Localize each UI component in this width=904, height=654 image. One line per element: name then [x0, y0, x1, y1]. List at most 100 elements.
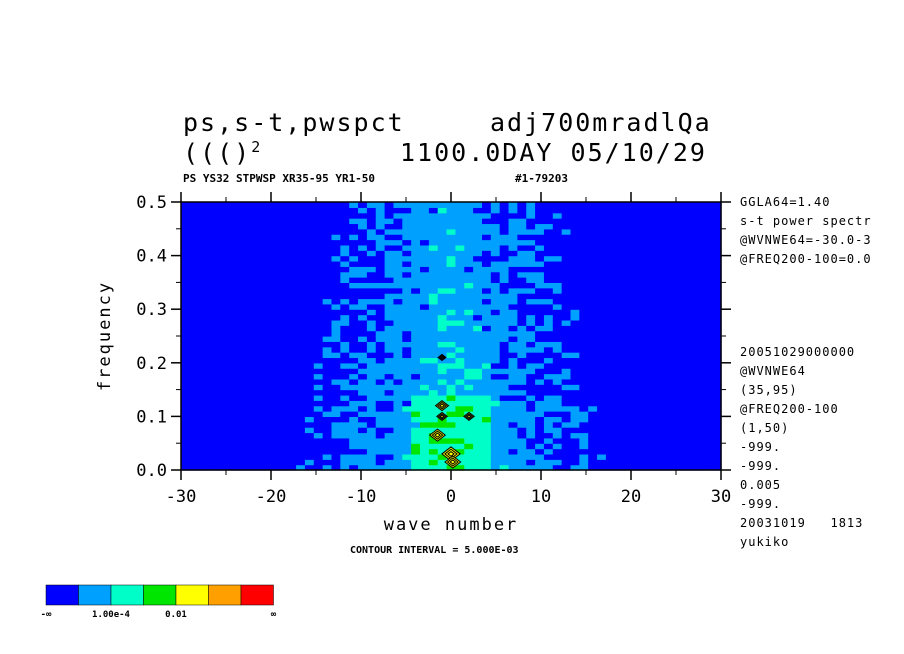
heatmap-cell: [703, 346, 713, 353]
heatmap-cell: [411, 282, 421, 289]
heatmap-cell: [641, 228, 651, 235]
heatmap-cell: [287, 239, 297, 246]
heatmap-cell: [685, 234, 696, 241]
heatmap-cell: [481, 250, 492, 257]
heatmap-cell: [481, 459, 492, 466]
heatmap-cell: [234, 314, 244, 321]
heatmap-cell: [446, 260, 457, 267]
heatmap-cell: [632, 260, 642, 267]
heatmap-cell: [366, 303, 377, 310]
heatmap-cell: [543, 373, 554, 380]
heatmap-cell: [517, 223, 527, 230]
heatmap-cell: [420, 266, 430, 273]
heatmap-cell: [632, 207, 642, 214]
heatmap-cell: [260, 202, 271, 208]
heatmap-cell: [287, 244, 297, 251]
heatmap-cell: [694, 346, 704, 353]
heatmap-cell: [552, 368, 563, 375]
heatmap-cell: [712, 207, 722, 214]
heatmap-cell: [526, 336, 536, 342]
heatmap-cell: [198, 464, 209, 471]
heatmap-cell: [260, 319, 271, 326]
heatmap-cell: [296, 202, 306, 208]
heatmap-cell: [349, 218, 359, 225]
heatmap-cell: [260, 416, 271, 423]
heatmap-cell: [455, 330, 465, 337]
heatmap-cell: [278, 260, 288, 267]
heatmap-cell: [508, 421, 518, 428]
heatmap-cell: [340, 244, 350, 251]
heatmap-cell: [313, 448, 324, 455]
heatmap-cell: [703, 453, 713, 460]
heatmap-cell: [464, 303, 474, 310]
heatmap-cell: [508, 330, 518, 337]
heatmap-cell: [189, 218, 200, 225]
heatmap-cell: [437, 298, 448, 305]
heatmap-cell: [481, 394, 492, 401]
heatmap-cell: [322, 459, 333, 466]
heatmap-cell: [561, 234, 572, 241]
heatmap-cell: [296, 309, 306, 316]
heatmap-cell: [623, 218, 634, 225]
heatmap-cell: [641, 421, 651, 428]
heatmap-cell: [508, 400, 518, 407]
heatmap-cell: [490, 266, 501, 273]
heatmap-cells: [181, 202, 722, 471]
heatmap-cell: [588, 260, 598, 267]
heatmap-cell: [296, 239, 306, 246]
heatmap-cell: [269, 260, 279, 267]
heatmap-cell: [464, 394, 474, 401]
heatmap-cell: [552, 255, 563, 262]
heatmap-cell: [225, 255, 235, 262]
heatmap-cell: [216, 271, 226, 278]
heatmap-cell: [420, 437, 430, 444]
heatmap-cell: [481, 218, 492, 225]
heatmap-cell: [632, 352, 642, 359]
heatmap-cell: [287, 309, 297, 316]
heatmap-cell: [588, 378, 598, 385]
heatmap-cell: [694, 368, 704, 375]
heatmap-cell: [242, 464, 253, 471]
heatmap-cell: [446, 298, 457, 305]
heatmap-cell: [605, 432, 616, 439]
heatmap-cell: [411, 277, 421, 283]
heatmap-cell: [694, 314, 704, 321]
heatmap-cell: [517, 212, 527, 219]
heatmap-cell: [393, 319, 403, 326]
heatmap-cell: [278, 389, 288, 396]
heatmap-cell: [508, 293, 518, 300]
heatmap-cell: [269, 405, 279, 412]
heatmap-cell: [234, 346, 244, 353]
heatmap-cell: [632, 443, 642, 450]
heatmap-cell: [375, 405, 386, 412]
heatmap-cell: [375, 432, 386, 439]
heatmap-cell: [659, 341, 669, 348]
heatmap-cell: [481, 244, 492, 251]
heatmap-cell: [579, 266, 589, 273]
heatmap-cell: [650, 266, 660, 273]
heatmap-cell: [181, 427, 191, 434]
heatmap-cell: [579, 346, 589, 353]
heatmap-cell: [411, 330, 421, 337]
heatmap-cell: [535, 346, 545, 353]
heatmap-cell: [216, 421, 226, 428]
heatmap-cell: [411, 266, 421, 273]
heatmap-cell: [570, 341, 580, 348]
heatmap-cell: [614, 314, 625, 321]
heatmap-cell: [296, 336, 306, 342]
heatmap-cell: [526, 325, 536, 332]
heatmap-cell: [685, 309, 696, 316]
heatmap-cell: [437, 266, 448, 273]
heatmap-cell: [464, 239, 474, 246]
heatmap-cell: [349, 207, 359, 214]
heatmap-cell: [561, 362, 572, 369]
heatmap-cell: [623, 266, 634, 273]
heatmap-cell: [490, 378, 501, 385]
heatmap-cell: [322, 309, 333, 316]
heatmap-cell: [694, 277, 704, 283]
heatmap-cell: [260, 271, 271, 278]
heatmap-cell: [384, 202, 395, 208]
heatmap-cell: [313, 325, 324, 332]
heatmap-cell: [508, 411, 518, 417]
heatmap-cell: [428, 336, 439, 342]
